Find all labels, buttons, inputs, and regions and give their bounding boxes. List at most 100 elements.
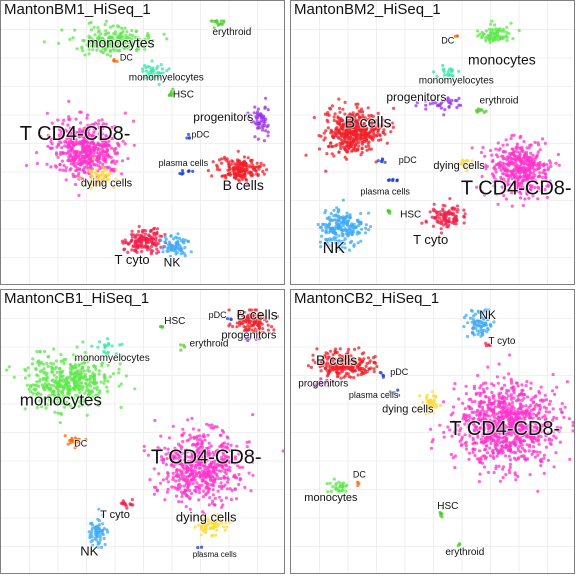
data-point bbox=[349, 231, 352, 234]
data-point bbox=[80, 381, 83, 384]
data-point bbox=[488, 38, 491, 41]
data-point bbox=[544, 142, 547, 145]
data-point bbox=[213, 425, 216, 428]
data-point bbox=[432, 225, 435, 228]
data-point bbox=[446, 211, 449, 214]
data-point bbox=[95, 531, 98, 534]
data-point bbox=[46, 112, 49, 115]
data-point bbox=[443, 436, 446, 439]
data-point bbox=[212, 160, 215, 163]
data-point bbox=[94, 145, 97, 148]
label-progenitors: progenitors bbox=[221, 330, 277, 342]
data-point bbox=[198, 488, 201, 491]
data-point bbox=[221, 23, 224, 26]
data-point bbox=[252, 324, 255, 327]
data-point bbox=[334, 348, 337, 351]
data-point bbox=[211, 534, 214, 537]
data-point bbox=[55, 153, 58, 156]
data-point bbox=[160, 63, 163, 66]
label-t-cd4-cd8: T CD4-CD8- bbox=[151, 446, 262, 468]
data-point bbox=[572, 421, 575, 424]
data-point bbox=[88, 370, 91, 373]
data-point bbox=[120, 27, 123, 30]
data-point bbox=[41, 383, 44, 386]
data-point bbox=[231, 325, 234, 328]
data-point bbox=[168, 241, 171, 244]
data-point bbox=[106, 53, 109, 56]
data-point bbox=[473, 385, 476, 388]
data-point bbox=[198, 471, 201, 474]
data-point bbox=[552, 373, 555, 376]
data-point bbox=[267, 131, 270, 134]
data-point bbox=[85, 165, 88, 168]
data-point bbox=[121, 502, 124, 505]
data-point bbox=[418, 394, 421, 397]
data-point bbox=[172, 425, 175, 428]
data-point bbox=[457, 97, 460, 100]
data-point bbox=[82, 377, 85, 380]
data-point bbox=[526, 395, 529, 398]
data-point bbox=[225, 472, 228, 475]
data-point bbox=[86, 414, 89, 417]
data-point bbox=[89, 380, 92, 383]
data-point bbox=[74, 376, 77, 379]
data-point bbox=[453, 217, 456, 220]
data-point bbox=[450, 413, 453, 416]
label-monomyelocytes: monomyelocytes bbox=[75, 353, 150, 364]
data-point bbox=[126, 157, 129, 160]
data-point bbox=[489, 442, 492, 445]
data-point bbox=[122, 248, 125, 251]
data-point bbox=[267, 108, 270, 111]
data-point bbox=[143, 245, 146, 248]
data-point bbox=[25, 164, 28, 167]
data-point bbox=[496, 455, 499, 458]
data-point bbox=[373, 367, 376, 370]
data-point bbox=[200, 533, 203, 536]
data-point bbox=[197, 429, 200, 432]
data-point bbox=[98, 167, 101, 170]
cluster-erythroid bbox=[475, 107, 488, 114]
data-point bbox=[53, 373, 56, 376]
data-point bbox=[521, 160, 524, 163]
data-point bbox=[509, 137, 512, 140]
label-monomyelocytes: monomyelocytes bbox=[129, 73, 204, 84]
data-point bbox=[136, 243, 139, 246]
data-point bbox=[226, 435, 229, 438]
data-point bbox=[59, 376, 62, 379]
data-point bbox=[182, 432, 185, 435]
data-point bbox=[140, 237, 143, 240]
data-point bbox=[529, 152, 532, 155]
data-point bbox=[56, 156, 59, 159]
data-point bbox=[31, 362, 34, 365]
data-point bbox=[354, 226, 357, 229]
data-point bbox=[60, 28, 63, 31]
data-point bbox=[230, 498, 233, 501]
data-point bbox=[122, 499, 125, 502]
data-point bbox=[132, 120, 135, 123]
data-point bbox=[344, 148, 347, 151]
data-point bbox=[185, 478, 188, 481]
data-point bbox=[226, 173, 229, 176]
data-point bbox=[125, 30, 128, 33]
data-point bbox=[547, 166, 550, 169]
data-point bbox=[35, 350, 38, 353]
data-point bbox=[58, 383, 61, 386]
label-b-cells: B cells bbox=[344, 115, 391, 132]
data-point bbox=[205, 472, 208, 475]
data-point bbox=[72, 36, 75, 39]
data-point bbox=[463, 221, 466, 224]
data-point bbox=[66, 381, 69, 384]
data-point bbox=[228, 323, 231, 326]
data-point bbox=[374, 355, 377, 358]
data-point bbox=[356, 232, 359, 235]
data-point bbox=[282, 449, 285, 452]
label-dc: DC bbox=[441, 35, 454, 45]
data-point bbox=[338, 107, 341, 110]
data-point bbox=[511, 401, 514, 404]
data-point bbox=[191, 170, 194, 173]
data-point bbox=[121, 240, 124, 243]
label-erythroid: erythroid bbox=[212, 27, 251, 38]
data-point bbox=[361, 140, 364, 143]
data-point bbox=[27, 366, 30, 369]
panel-manton-bm1: T CD4-CD8- dying cells B cells T cyto NK mono… bbox=[0, 0, 285, 285]
